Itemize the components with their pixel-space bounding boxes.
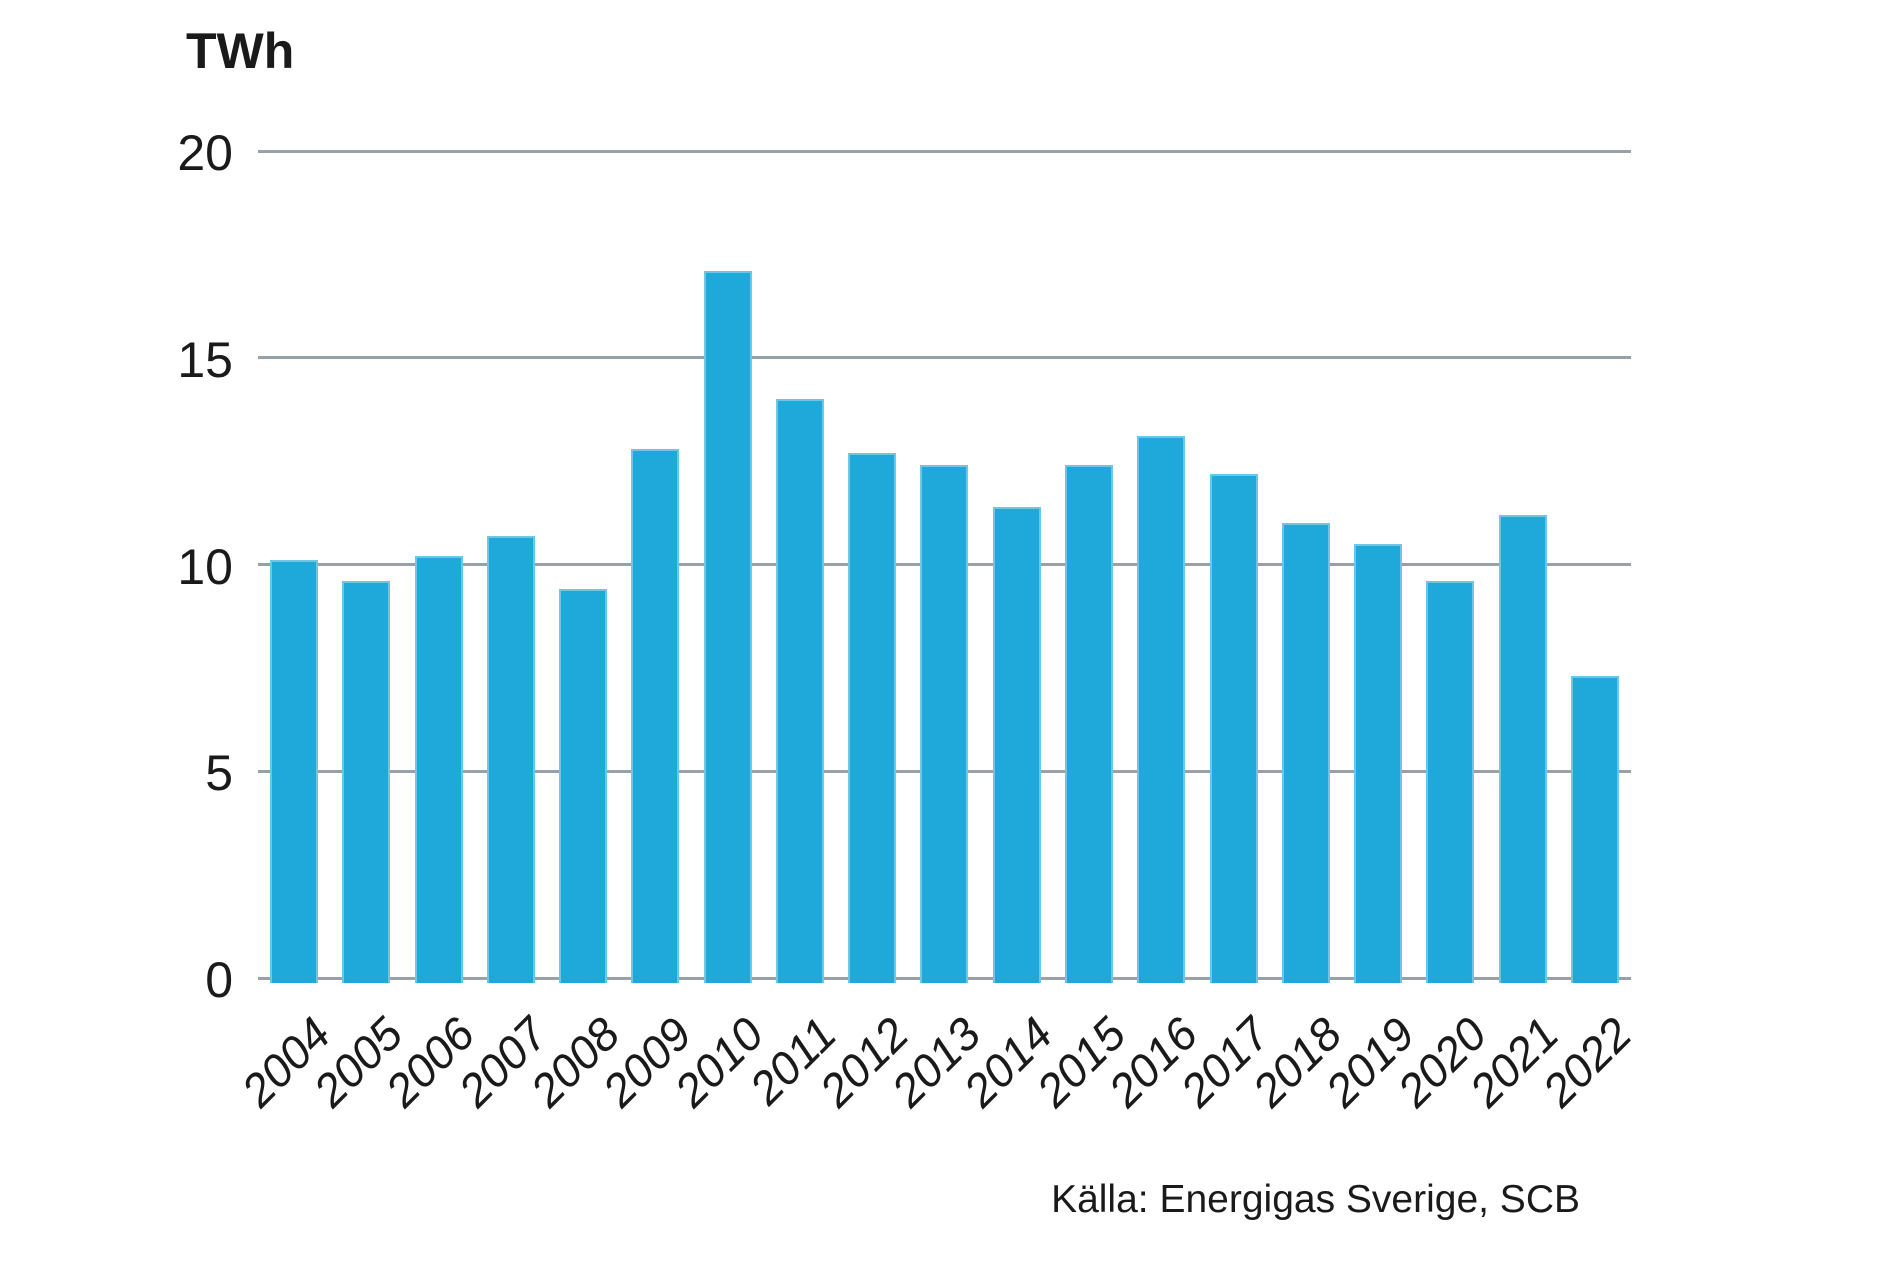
bar-2005: [342, 581, 391, 983]
bar-2015: [1065, 465, 1114, 983]
bar-2018: [1281, 523, 1330, 983]
bar-2009: [631, 448, 680, 983]
bar-slot-2022: [1559, 151, 1631, 983]
source-caption: Källa: Energigas Sverige, SCB: [1051, 1178, 1580, 1221]
y-tick-label-10: 10: [177, 538, 233, 595]
y-axis-unit-label: TWh: [186, 23, 295, 79]
y-tick-label-15: 15: [177, 331, 233, 388]
y-tick-label-5: 5: [205, 745, 233, 802]
bar-slot-2004: [258, 151, 330, 983]
bar-slot-2013: [908, 151, 980, 983]
bar-2020: [1426, 581, 1475, 983]
bar-slot-2005: [330, 151, 402, 983]
bar-slot-2009: [619, 151, 691, 983]
bar-slot-2017: [1197, 151, 1269, 983]
bar-2017: [1209, 473, 1258, 983]
y-tick-label-20: 20: [177, 125, 233, 181]
bar-2013: [920, 465, 969, 983]
bar-slot-2007: [475, 151, 547, 983]
bar-2012: [848, 452, 897, 983]
bar-slot-2019: [1342, 151, 1414, 983]
bar-slot-2020: [1414, 151, 1486, 983]
bar-2021: [1498, 514, 1547, 983]
plot-area: [258, 149, 1631, 983]
bar-slot-2014: [981, 151, 1053, 983]
bar-2007: [486, 535, 535, 983]
bar-2019: [1354, 543, 1403, 983]
bar-slot-2021: [1486, 151, 1558, 983]
bar-slot-2016: [1125, 151, 1197, 983]
bar-slot-2008: [547, 151, 619, 983]
gridline-15: [258, 356, 1631, 360]
bar-slot-2011: [764, 151, 836, 983]
bar-2022: [1570, 676, 1619, 983]
y-tick-label-0: 0: [205, 952, 233, 1008]
bar-slot-2006: [403, 151, 475, 983]
bar-slot-2015: [1053, 151, 1125, 983]
bar-2004: [270, 560, 319, 983]
gridline-20: [258, 149, 1631, 153]
bar-slot-2010: [692, 151, 764, 983]
bar-2006: [414, 556, 463, 983]
bar-2010: [703, 270, 752, 983]
bar-slot-2018: [1270, 151, 1342, 983]
bar-2011: [775, 399, 824, 983]
bar-slot-2012: [836, 151, 908, 983]
bar-2014: [992, 506, 1041, 983]
bar-2008: [559, 589, 608, 983]
bar-2016: [1137, 436, 1186, 983]
